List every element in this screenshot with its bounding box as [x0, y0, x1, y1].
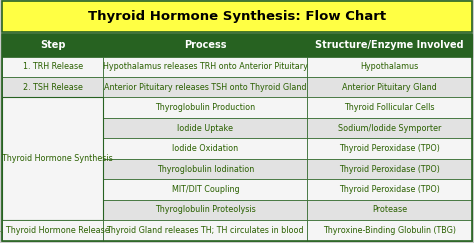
Text: MIT/DIT Coupling: MIT/DIT Coupling — [172, 185, 239, 194]
Text: Thyroid Peroxidase (TPO): Thyroid Peroxidase (TPO) — [339, 144, 440, 153]
FancyBboxPatch shape — [307, 34, 472, 57]
FancyBboxPatch shape — [2, 1, 472, 32]
FancyBboxPatch shape — [307, 179, 472, 200]
Text: Thyroid Peroxidase (TPO): Thyroid Peroxidase (TPO) — [339, 185, 440, 194]
FancyBboxPatch shape — [307, 200, 472, 220]
FancyBboxPatch shape — [103, 200, 307, 220]
FancyBboxPatch shape — [2, 97, 103, 118]
Text: Thyroglobulin Production: Thyroglobulin Production — [155, 103, 255, 112]
Text: Thyroglobulin Proteolysis: Thyroglobulin Proteolysis — [155, 205, 255, 214]
Text: 3. Thyroid Hormone Synthesis: 3. Thyroid Hormone Synthesis — [0, 154, 113, 163]
FancyBboxPatch shape — [2, 179, 103, 200]
Text: Thyroid Follicular Cells: Thyroid Follicular Cells — [344, 103, 435, 112]
FancyBboxPatch shape — [2, 159, 103, 179]
FancyBboxPatch shape — [307, 77, 472, 97]
FancyBboxPatch shape — [2, 97, 103, 220]
Text: Step: Step — [40, 40, 65, 50]
Text: Thyroxine-Binding Globulin (TBG): Thyroxine-Binding Globulin (TBG) — [323, 226, 456, 235]
Text: Hypothalamus releases TRH onto Anterior Pituitary: Hypothalamus releases TRH onto Anterior … — [103, 62, 308, 71]
Text: Thyroid Hormone Synthesis: Flow Chart: Thyroid Hormone Synthesis: Flow Chart — [88, 10, 386, 23]
FancyBboxPatch shape — [307, 97, 472, 118]
Text: Iodide Uptake: Iodide Uptake — [177, 124, 233, 133]
FancyBboxPatch shape — [307, 138, 472, 159]
FancyBboxPatch shape — [307, 220, 472, 241]
Text: 2. TSH Release: 2. TSH Release — [23, 83, 83, 92]
FancyBboxPatch shape — [103, 34, 307, 57]
FancyBboxPatch shape — [103, 159, 307, 179]
FancyBboxPatch shape — [2, 138, 103, 159]
Text: Sodium/Iodide Symporter: Sodium/Iodide Symporter — [338, 124, 441, 133]
FancyBboxPatch shape — [2, 220, 103, 241]
Text: Anterior Pituitary releases TSH onto Thyroid Gland: Anterior Pituitary releases TSH onto Thy… — [104, 83, 307, 92]
FancyBboxPatch shape — [307, 57, 472, 77]
Text: Anterior Pituitary Gland: Anterior Pituitary Gland — [342, 83, 437, 92]
FancyBboxPatch shape — [103, 118, 307, 138]
Text: Thyroid Gland releases TH; TH circulates in blood: Thyroid Gland releases TH; TH circulates… — [107, 226, 304, 235]
FancyBboxPatch shape — [103, 77, 307, 97]
FancyBboxPatch shape — [2, 200, 103, 220]
FancyBboxPatch shape — [103, 179, 307, 200]
Text: Structure/Enzyme Involved: Structure/Enzyme Involved — [315, 40, 464, 50]
Text: Thyroid Peroxidase (TPO): Thyroid Peroxidase (TPO) — [339, 165, 440, 174]
FancyBboxPatch shape — [103, 57, 307, 77]
FancyBboxPatch shape — [103, 220, 307, 241]
FancyBboxPatch shape — [2, 34, 103, 57]
Text: Iodide Oxidation: Iodide Oxidation — [172, 144, 238, 153]
Text: Hypothalamus: Hypothalamus — [360, 62, 419, 71]
Text: 1. TRH Release: 1. TRH Release — [23, 62, 83, 71]
Text: 4. Thyroid Hormone Release: 4. Thyroid Hormone Release — [0, 226, 109, 235]
FancyBboxPatch shape — [307, 118, 472, 138]
FancyBboxPatch shape — [307, 159, 472, 179]
Text: Process: Process — [184, 40, 227, 50]
FancyBboxPatch shape — [2, 57, 103, 77]
FancyBboxPatch shape — [103, 138, 307, 159]
FancyBboxPatch shape — [103, 97, 307, 118]
Text: Thyroglobulin Iodination: Thyroglobulin Iodination — [157, 165, 254, 174]
FancyBboxPatch shape — [2, 77, 103, 97]
FancyBboxPatch shape — [2, 118, 103, 138]
Text: Protease: Protease — [372, 205, 407, 214]
